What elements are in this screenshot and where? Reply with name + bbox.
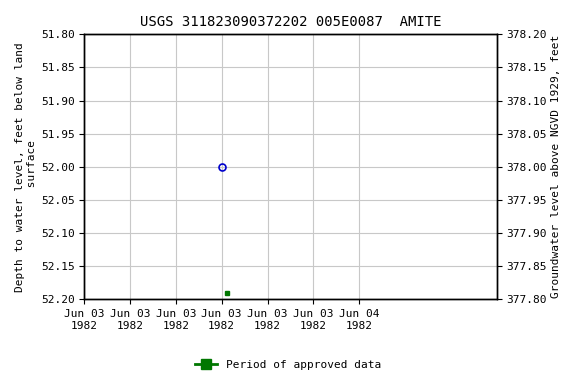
Y-axis label: Depth to water level, feet below land
 surface: Depth to water level, feet below land su… xyxy=(15,42,37,292)
Y-axis label: Groundwater level above NGVD 1929, feet: Groundwater level above NGVD 1929, feet xyxy=(551,35,561,298)
Title: USGS 311823090372202 005E0087  AMITE: USGS 311823090372202 005E0087 AMITE xyxy=(139,15,441,29)
Legend: Period of approved data: Period of approved data xyxy=(191,356,385,375)
